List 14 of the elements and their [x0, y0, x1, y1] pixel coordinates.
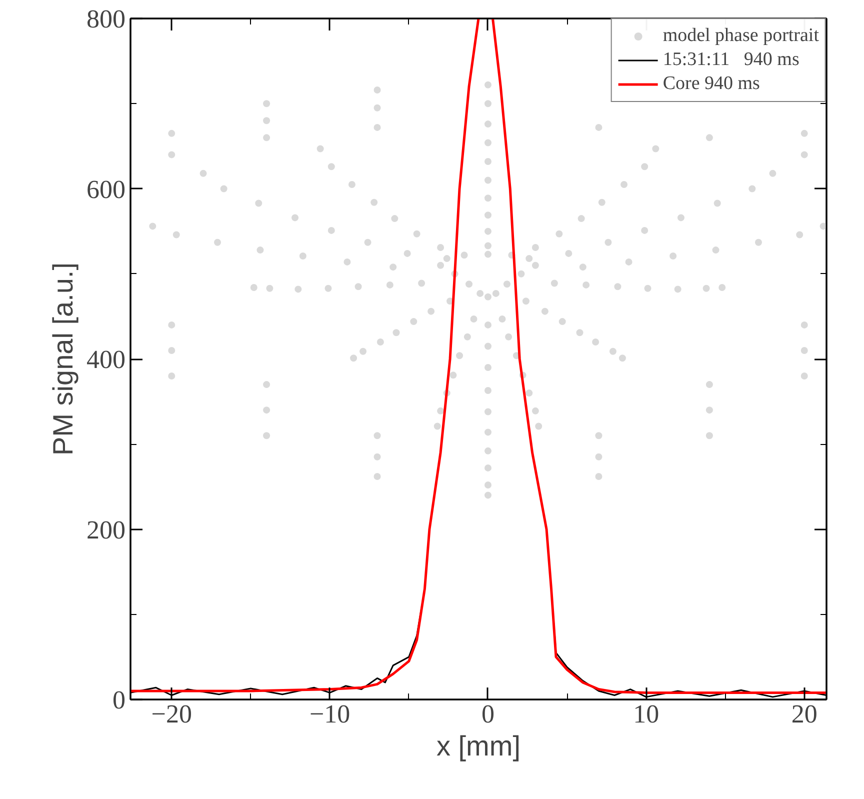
legend-label: model phase portrait: [662, 25, 819, 47]
x-tick-label: 20: [791, 700, 818, 728]
y-tick-label: 800: [86, 4, 126, 34]
x-tick-label: −10: [309, 700, 350, 728]
y-tick-label: 400: [86, 345, 126, 374]
x-axis-title: x [mm]: [436, 730, 521, 762]
legend-label: Core 940 ms: [662, 73, 760, 95]
legend-label: 15:31:11 940 ms: [662, 49, 800, 71]
x-tick-label: 0: [481, 700, 494, 728]
y-tick-label: 200: [86, 515, 126, 544]
y-tick-label: 600: [86, 174, 126, 204]
y-axis-title: PM signal [a.u.]: [48, 262, 78, 456]
x-tick-label: −20: [151, 700, 192, 728]
x-tick-label: 10: [633, 700, 660, 728]
